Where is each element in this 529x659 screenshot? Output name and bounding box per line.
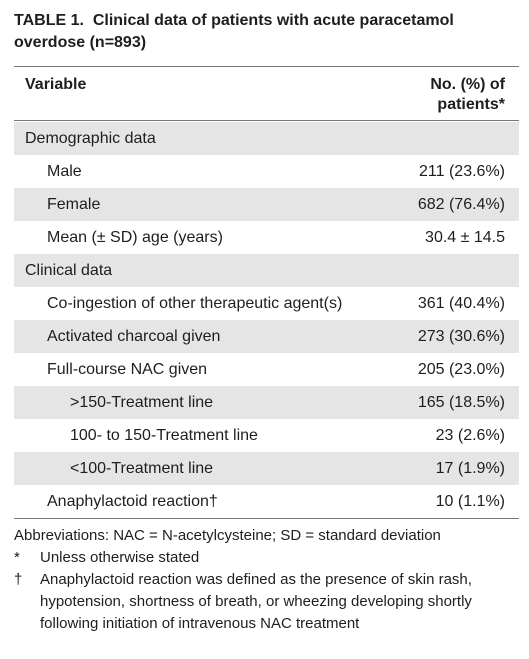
row: Activated charcoal given 273 (30.6%) (14, 320, 519, 353)
row: Female 682 (76.4%) (14, 188, 519, 221)
section-label: Clinical data (25, 262, 113, 279)
row-value: 205 (23.0%) (417, 361, 505, 378)
row-label: Female (47, 196, 101, 213)
row: Anaphylactoid reaction† 10 (1.1%) (14, 485, 519, 518)
row-label: Activated charcoal given (47, 328, 221, 345)
footnote-symbol: * (14, 549, 20, 566)
row: <100-Treatment line 17 (1.9%) (14, 452, 519, 485)
row-label: Mean (± SD) age (years) (47, 229, 223, 246)
row-label: Male (47, 163, 82, 180)
row: Co-ingestion of other therapeutic agent(… (14, 287, 519, 320)
table-label: TABLE 1. (14, 12, 84, 29)
row: 100- to 150-Treatment line 23 (2.6%) (14, 419, 519, 452)
row-label: Full-course NAC given (47, 361, 208, 378)
row: >150-Treatment line 165 (18.5%) (14, 386, 519, 419)
table-title: TABLE 1. Clinical data of patients with … (14, 10, 484, 54)
row-label: 100- to 150-Treatment line (70, 427, 258, 444)
row-value: 682 (76.4%) (417, 196, 505, 213)
row-value: 30.4 ± 14.5 (425, 229, 505, 246)
bottom-rule (14, 518, 519, 519)
row: Full-course NAC given 205 (23.0%) (14, 353, 519, 386)
header-rule (14, 120, 519, 121)
header-row: Variable No. (%) of patients* (14, 66, 519, 120)
top-rule (14, 66, 519, 67)
row-value: 361 (40.4%) (417, 295, 505, 312)
header-cell: Variable (25, 76, 87, 93)
footnote-text: Unless otherwise stated (40, 549, 200, 566)
row-value: 23 (2.6%) (435, 427, 505, 444)
row-label: Co-ingestion of other therapeutic agent(… (47, 295, 343, 312)
header-cell: No. (%) of patients* (430, 76, 505, 113)
abbreviations: Abbreviations: NAC = N-acetylcysteine; S… (14, 527, 441, 544)
row: Mean (± SD) age (years) 30.4 ± 14.5 (14, 221, 519, 254)
section-row: Demographic data (14, 122, 519, 155)
row-value: 165 (18.5%) (417, 394, 505, 411)
section-row: Clinical data (14, 254, 519, 287)
footnote-text: Anaphylactoid reaction was defined as th… (40, 571, 472, 632)
row: Male 211 (23.6%) (14, 155, 519, 188)
footnote-symbol: † (14, 571, 23, 588)
table-caption: Clinical data of patients with acute par… (14, 12, 454, 51)
row-value: 211 (23.6%) (419, 163, 505, 180)
row-value: 273 (30.6%) (417, 328, 505, 345)
row-value: 10 (1.1%) (435, 493, 505, 510)
row-value: 17 (1.9%) (435, 460, 505, 477)
row-label: >150-Treatment line (70, 394, 214, 411)
row-label: Anaphylactoid reaction† (47, 493, 218, 510)
row-label: <100-Treatment line (70, 460, 214, 477)
section-label: Demographic data (25, 130, 156, 147)
